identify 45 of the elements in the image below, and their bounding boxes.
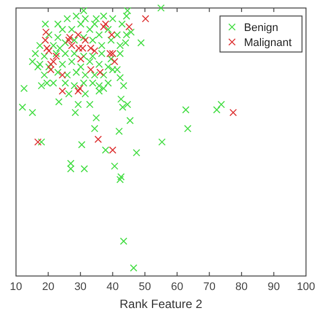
- point: [100, 23, 108, 30]
- x-tick-label: 60: [170, 281, 184, 293]
- point: [102, 20, 110, 28]
- point: [42, 36, 50, 44]
- legend-label: Malignant: [244, 37, 292, 49]
- x-tick-label: 20: [42, 281, 54, 293]
- point: [74, 31, 82, 38]
- point: [125, 23, 133, 30]
- point: [52, 52, 60, 60]
- point: [58, 87, 66, 95]
- x-tick-label: 90: [268, 281, 280, 293]
- point: [66, 34, 74, 42]
- point: [47, 60, 54, 68]
- x-tick-label: 80: [235, 281, 248, 293]
- point: [34, 138, 42, 146]
- x-tick-label: 30: [74, 281, 87, 293]
- point: [74, 87, 82, 95]
- x-tick-label: 100: [296, 281, 316, 293]
- point: [108, 50, 116, 58]
- point: [106, 50, 114, 58]
- point: [76, 84, 84, 92]
- point: [229, 108, 237, 116]
- legend-label: Benign: [244, 22, 278, 34]
- point: [108, 31, 116, 38]
- point: [87, 66, 94, 74]
- point: [50, 58, 58, 66]
- point: [43, 44, 51, 52]
- point: [94, 136, 102, 144]
- point: [142, 15, 150, 22]
- point: [90, 47, 98, 55]
- x-tick-label: 40: [106, 281, 119, 293]
- point: [47, 66, 54, 74]
- point: [65, 36, 73, 44]
- point: [58, 71, 66, 79]
- point: [77, 55, 84, 63]
- point: [110, 58, 118, 66]
- point: [96, 68, 104, 76]
- x-tick-label: 50: [138, 281, 152, 293]
- x-tick-label: 70: [203, 281, 216, 293]
- x-axis-title: Rank Feature 2: [120, 297, 203, 311]
- point: [108, 146, 116, 154]
- point: [45, 47, 53, 55]
- point: [42, 28, 50, 36]
- point: [82, 36, 89, 44]
- x-tick-label: 10: [10, 281, 22, 293]
